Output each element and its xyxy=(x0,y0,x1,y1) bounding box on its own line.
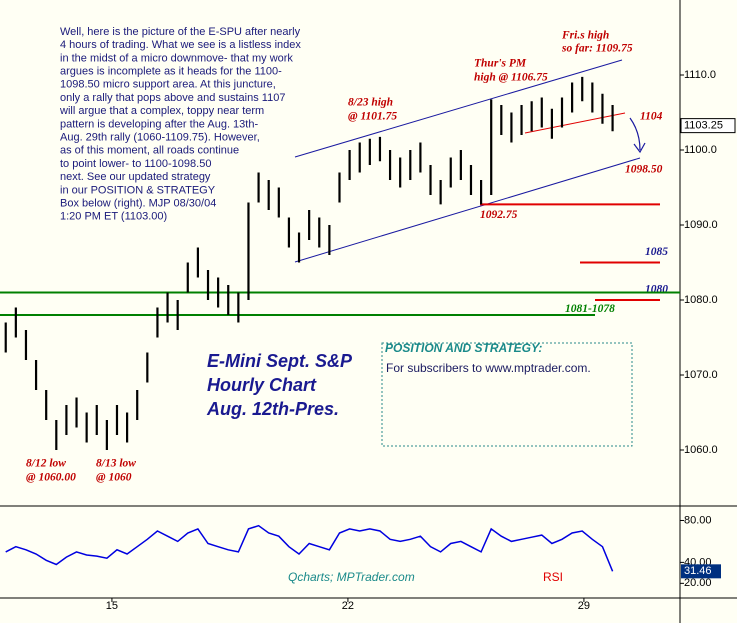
channel-line xyxy=(294,157,641,263)
chart-title: Hourly Chart xyxy=(207,375,317,395)
position-box xyxy=(381,342,633,447)
y-tick-label: 1110.0 xyxy=(684,69,716,81)
y-tick-label: 20.00 xyxy=(684,577,712,589)
annotation: 1104 xyxy=(640,111,663,123)
commentary: Well, here is the picture of the E-SPU a… xyxy=(59,26,301,223)
rsi-line xyxy=(5,524,614,572)
commentary-line: to point lower- to 1100-1098.50 xyxy=(60,158,211,170)
y-tick-label: 1100.0 xyxy=(684,144,717,156)
annotation: 8/13 low xyxy=(96,458,136,470)
annotation: 1098.50 xyxy=(625,164,663,176)
commentary-line: 1:20 PM ET (1103.00) xyxy=(60,211,167,223)
y-tick-label: 1060.0 xyxy=(684,444,718,456)
chart-title: E-Mini Sept. S&P xyxy=(207,351,353,371)
y-tick-label: 1070.0 xyxy=(684,369,718,381)
level-label: 1080 xyxy=(645,284,668,296)
credit: Qcharts; MPTrader.com xyxy=(288,570,415,584)
annotation: Fri.s high xyxy=(561,30,609,42)
resistance-line xyxy=(524,112,626,134)
last-rsi: 31.46 xyxy=(684,565,712,577)
box-title: POSITION AND STRATEGY: xyxy=(385,341,542,355)
y-tick-label: 1090.0 xyxy=(684,219,718,231)
last-price: 1103.25 xyxy=(684,120,723,132)
annotation: @ 1101.75 xyxy=(348,111,397,123)
commentary-line: as of this moment, all roads continue xyxy=(60,145,239,157)
commentary-line: argues is incomplete as it heads for the… xyxy=(60,66,282,78)
annotation: so far: 1109.75 xyxy=(561,43,633,55)
chart-title: Aug. 12th-Pres. xyxy=(206,399,339,419)
commentary-line: next. See our updated strategy xyxy=(60,171,211,183)
box-text: For subscribers to www.mptrader.com. xyxy=(386,361,591,375)
y-tick-label: 80.00 xyxy=(684,514,712,526)
commentary-line: will argue that a complex, toppy near te… xyxy=(59,105,264,117)
commentary-line: in our POSITION & STRATEGY xyxy=(60,184,216,196)
annotation: @ 1060 xyxy=(96,472,132,484)
commentary-line: only a rally that pops above and sustain… xyxy=(60,92,285,104)
rsi-label: RSI xyxy=(543,570,563,584)
y-tick-label: 1080.0 xyxy=(684,294,718,306)
level-label: 1081-1078 xyxy=(565,303,615,315)
commentary-line: in the midst of a micro downmove- that m… xyxy=(60,52,293,64)
last-price-box xyxy=(680,118,736,134)
x-tick-label: 22 xyxy=(342,600,354,612)
annotation: 8/23 high xyxy=(348,97,393,109)
last-rsi-box xyxy=(681,564,721,579)
commentary-line: Box below (right). MJP 08/30/04 xyxy=(60,198,216,210)
commentary-line: Aug. 29th rally (1060-1109.75). However, xyxy=(60,132,260,144)
level-label: 1085 xyxy=(645,246,668,258)
x-tick-label: 15 xyxy=(106,600,118,612)
commentary-line: Well, here is the picture of the E-SPU a… xyxy=(60,26,301,38)
x-tick-label: 29 xyxy=(578,600,590,612)
commentary-line: 1098.50 micro support area. At this junc… xyxy=(60,79,276,91)
annotation: Thur's PM xyxy=(474,58,527,70)
annotation: @ 1060.00 xyxy=(26,472,76,484)
channel-line xyxy=(294,59,623,158)
commentary-line: pattern is developing after the Aug. 13t… xyxy=(60,118,258,130)
annotation: high @ 1106.75 xyxy=(474,72,548,84)
level-label: 1092.75 xyxy=(480,209,518,221)
arrow xyxy=(629,117,646,154)
annotation: 8/12 low xyxy=(26,458,66,470)
commentary-line: 4 hours of trading. What we see is a lis… xyxy=(60,39,301,51)
